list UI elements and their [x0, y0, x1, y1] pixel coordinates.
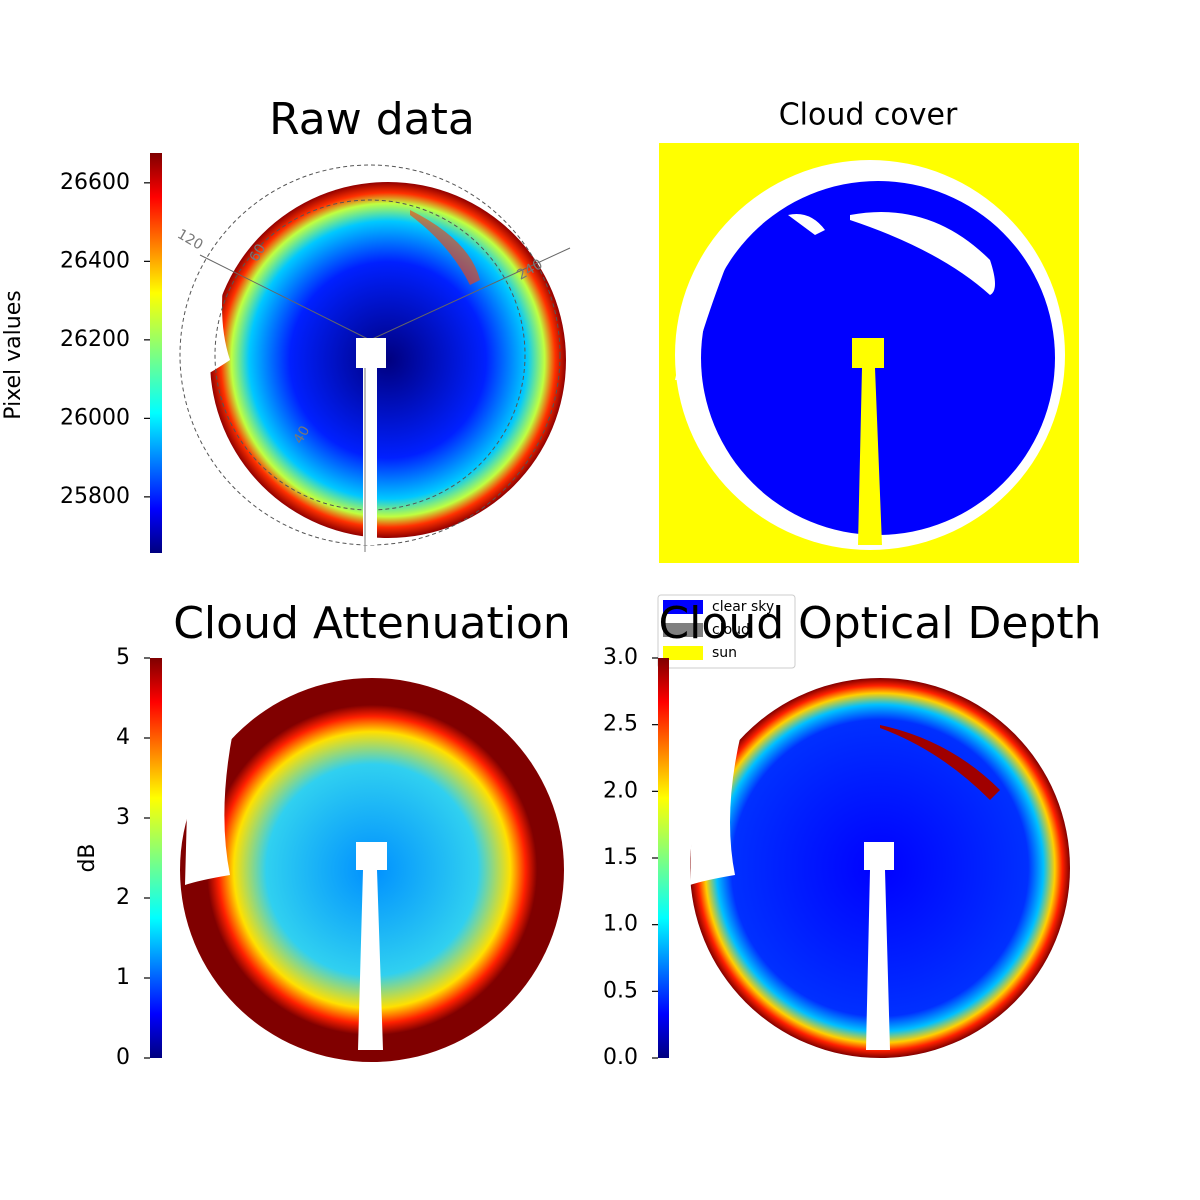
tick-label: 3 [116, 805, 130, 830]
tick-label: 0 [116, 1045, 130, 1070]
attenuation-image [180, 678, 564, 1062]
panel-title: Cloud Attenuation [173, 598, 571, 649]
tick-label: 3.0 [603, 645, 638, 670]
colorbar [658, 658, 669, 1058]
tick-label: 26200 [60, 327, 130, 352]
legend-patch [663, 646, 703, 660]
tick-label: 2 [116, 885, 130, 910]
tick-label: 26400 [60, 248, 130, 273]
legend: clear sky cloud sun [657, 594, 796, 669]
cloud-cover-image [659, 143, 1079, 563]
tick-label: 25800 [60, 484, 130, 509]
tick-label: 0.0 [603, 1045, 638, 1070]
panel-title: Raw data [269, 94, 475, 145]
tick-label: 1 [116, 965, 130, 990]
tick-label: 2.0 [603, 778, 638, 803]
colorbar-label: Pixel values [1, 290, 26, 419]
tick-label: 2.5 [603, 712, 638, 737]
colorbar-label: dB [75, 843, 100, 872]
legend-patch [663, 623, 703, 637]
polar-annotation: 40 [291, 423, 314, 446]
tick-label: 1.0 [603, 912, 638, 937]
tick-label: 26000 [60, 405, 130, 430]
panel-title: Cloud cover [779, 98, 958, 133]
tick-label: 1.5 [603, 845, 638, 870]
legend-label: clear sky [712, 599, 774, 615]
tick-label: 4 [116, 725, 130, 750]
legend-label: sun [712, 645, 737, 661]
colorbar [150, 153, 162, 553]
tick-label: 0.5 [603, 978, 638, 1003]
colorbar [150, 658, 162, 1058]
tick-label: 26600 [60, 170, 130, 195]
legend-patch [663, 600, 703, 614]
optical-depth-image [690, 678, 1070, 1058]
raw-image [179, 164, 571, 552]
tick-label: 5 [116, 645, 130, 670]
polar-annotation: 60 [247, 241, 270, 264]
legend-label: cloud [712, 622, 750, 638]
panel-title: Cloud Optical Depth [658, 598, 1101, 649]
polar-annotation: 120 [174, 226, 205, 253]
